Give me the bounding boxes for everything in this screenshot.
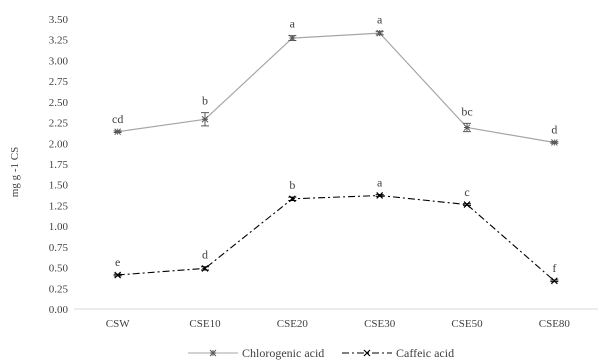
data-point-marker bbox=[201, 264, 209, 272]
data-point-marker bbox=[201, 115, 209, 123]
data-point-marker bbox=[550, 139, 558, 146]
legend: Chlorogenic acid Caffeic acid bbox=[188, 346, 454, 360]
significance-label: a bbox=[377, 176, 383, 190]
y-tick-label: 1.00 bbox=[49, 221, 69, 233]
significance-label: bc bbox=[461, 104, 472, 118]
y-tick-label: 0.25 bbox=[49, 283, 69, 295]
y-tick-label: 3.50 bbox=[49, 14, 69, 26]
legend-label: Chlorogenic acid bbox=[242, 346, 324, 360]
data-point-marker bbox=[363, 349, 371, 357]
data-point-marker bbox=[463, 201, 471, 209]
x-tick-label: CSE50 bbox=[451, 318, 483, 330]
data-point-marker bbox=[288, 34, 296, 42]
significance-label: cd bbox=[112, 112, 123, 126]
y-tick-label: 3.00 bbox=[49, 55, 69, 67]
significance-label: a bbox=[290, 17, 296, 31]
y-tick-label: 3.25 bbox=[49, 35, 69, 47]
data-point-marker bbox=[550, 277, 558, 285]
y-tick-label: 0.50 bbox=[49, 263, 69, 275]
y-tick-label: 1.75 bbox=[49, 159, 69, 171]
y-tick-label: 2.25 bbox=[49, 118, 69, 130]
x-tick-label: CSE80 bbox=[539, 318, 571, 330]
y-tick-label: 1.50 bbox=[49, 180, 69, 192]
y-tick-label: 2.75 bbox=[49, 76, 69, 88]
data-point-marker bbox=[114, 128, 122, 136]
x-axis-ticks: CSW CSE10 CSE20 CSE30 CSE50 CSE80 bbox=[106, 318, 571, 330]
data-point-marker bbox=[376, 192, 384, 199]
data-point-marker bbox=[376, 29, 384, 37]
x-tick-label: CSE10 bbox=[189, 318, 221, 330]
y-tick-label: 2.00 bbox=[49, 138, 69, 150]
significance-label: c bbox=[464, 185, 469, 199]
significance-label: b bbox=[202, 94, 208, 108]
y-axis-ticks: 0.00 0.25 0.50 0.75 1.00 1.25 1.50 1.75 2.00 2.25… bbox=[49, 14, 69, 316]
legend-item: Chlorogenic acid bbox=[188, 346, 324, 360]
series-chlorogenic-acid: cd b a a bc d bbox=[112, 12, 559, 146]
y-tick-label: 0.00 bbox=[49, 304, 69, 316]
y-tick-label: 2.50 bbox=[49, 97, 69, 109]
y-tick-label: 0.75 bbox=[49, 242, 69, 254]
legend-label: Caffeic acid bbox=[396, 346, 454, 360]
series-caffeic-acid: e d b a c f bbox=[113, 176, 559, 285]
significance-label: e bbox=[115, 255, 120, 269]
x-tick-label: CSE30 bbox=[364, 318, 396, 330]
series-line bbox=[117, 32, 555, 144]
data-point-marker bbox=[463, 124, 471, 131]
significance-label: d bbox=[551, 123, 557, 137]
y-axis-label: mg g -1 CS bbox=[9, 147, 21, 197]
data-point-marker bbox=[288, 195, 296, 203]
series-line bbox=[117, 194, 555, 282]
significance-label: a bbox=[377, 12, 383, 26]
significance-label: d bbox=[202, 248, 208, 262]
y-tick-label: 1.25 bbox=[49, 200, 69, 212]
x-tick-label: CSE20 bbox=[277, 318, 309, 330]
x-tick-label: CSW bbox=[106, 318, 130, 330]
significance-label: b bbox=[289, 178, 295, 192]
data-point-marker bbox=[209, 349, 217, 357]
legend-item: Caffeic acid bbox=[342, 346, 454, 360]
series-layer: cd b a a bc d e d b a c f bbox=[112, 12, 559, 285]
data-point-marker bbox=[114, 271, 122, 279]
significance-label: f bbox=[552, 261, 556, 275]
